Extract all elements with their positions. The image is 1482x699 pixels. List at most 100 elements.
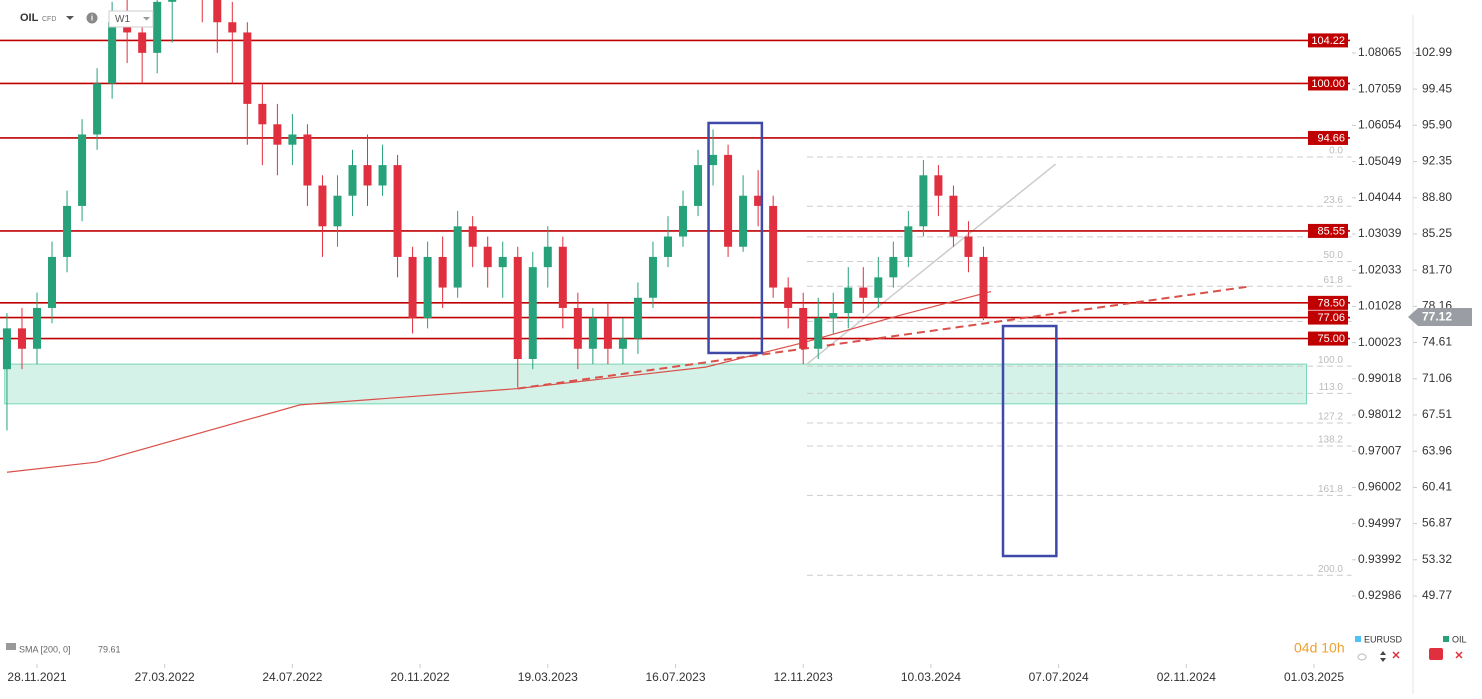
candle-body	[784, 287, 793, 308]
info-glyph: i	[91, 14, 93, 23]
candle-body	[889, 256, 898, 278]
price-level-label: 100.00	[1311, 78, 1345, 90]
y2-tick-label: 0.94997	[1358, 516, 1402, 530]
interval-dropdown	[143, 17, 150, 21]
candle-body	[528, 267, 537, 359]
candle-body	[153, 1, 162, 53]
price-level-badge	[1308, 223, 1348, 238]
interval-select[interactable]	[108, 10, 154, 28]
settings-icon[interactable]	[1429, 648, 1443, 660]
candle-body	[964, 236, 973, 257]
candle-body	[2, 328, 11, 370]
candle-body	[844, 287, 853, 314]
reorder-icon[interactable]	[1380, 651, 1386, 662]
candle-body	[33, 307, 41, 349]
y2-tick-label: 0.92986	[1358, 588, 1402, 602]
y2-tick-label: 1.08065	[1358, 45, 1402, 59]
last-price-badge	[1408, 307, 1472, 326]
visibility-icon[interactable]	[1357, 653, 1367, 661]
y-tick-label: 71.06	[1422, 371, 1452, 385]
candle-body	[408, 256, 417, 319]
y-tick-label: 63.96	[1422, 443, 1452, 457]
candle-body	[483, 246, 492, 268]
y-tick-label: 102.99	[1415, 45, 1452, 59]
candle-body	[258, 103, 267, 125]
y2-tick-label: 1.02033	[1358, 262, 1402, 276]
fib-label: 100.0	[1318, 355, 1343, 366]
candle-body	[588, 318, 597, 349]
y-tick-label: 92.35	[1422, 154, 1452, 168]
candle-body	[348, 165, 357, 196]
symbol[interactable]: OIL	[20, 12, 39, 24]
x-tick-label: 27.03.2022	[135, 670, 195, 684]
fib-label: 113.0	[1319, 382, 1344, 393]
price-level-label: 75.00	[1317, 333, 1345, 345]
y2-tick-label: 1.05049	[1358, 154, 1402, 168]
x-tick-label: 16.07.2023	[645, 670, 705, 684]
candle-body	[904, 226, 913, 257]
fib-label: 161.8	[1318, 484, 1343, 495]
y-tick-label: 74.61	[1422, 335, 1452, 349]
info-icon[interactable]	[86, 12, 98, 24]
candle-body	[168, 0, 177, 2]
x-tick-label: 02.11.2024	[1157, 670, 1216, 684]
y-tick-label: 60.41	[1422, 480, 1452, 494]
price-level-label: 77.06	[1317, 312, 1345, 324]
x-tick-label: 20.11.2022	[391, 670, 450, 684]
candle-body	[288, 134, 297, 145]
fib-label: 0.0	[1329, 146, 1343, 157]
fib-label: 50.0	[1324, 250, 1344, 261]
symbol-dropdown[interactable]	[66, 16, 74, 20]
candle-body	[618, 338, 627, 349]
price-level-label: 78.50	[1317, 297, 1345, 309]
candle-body	[303, 134, 312, 186]
fib-label: 61.8	[1324, 275, 1344, 286]
candle-body	[919, 175, 928, 227]
y-tick-label: 95.90	[1422, 117, 1452, 131]
remove-icon[interactable]	[1392, 651, 1400, 659]
candle-body	[333, 195, 342, 227]
y-tick-label: 81.70	[1422, 262, 1452, 276]
y-tick-label: 56.87	[1422, 516, 1452, 530]
y2-tick-label: 1.04044	[1358, 190, 1402, 204]
x-tick-label: 01.03.2025	[1284, 670, 1344, 684]
candle-body	[949, 195, 958, 237]
candle-body	[93, 83, 102, 135]
candle-body	[739, 195, 748, 247]
price-level-badge	[1308, 310, 1348, 325]
y-tick-label: 99.45	[1422, 81, 1452, 95]
fib-label: 127.2	[1318, 412, 1343, 423]
x-tick-label: 10.03.2024	[901, 670, 961, 684]
remove-icon[interactable]	[1455, 651, 1463, 659]
candle-body	[363, 165, 372, 186]
sma-line	[6, 290, 992, 473]
legend-entry[interactable]: OIL	[1452, 634, 1467, 644]
price-level-badge	[1308, 33, 1348, 48]
price-level-badge	[1308, 331, 1348, 346]
y2-tick-label: 1.06054	[1358, 118, 1402, 132]
y2-tick-label: 1.00023	[1358, 335, 1402, 349]
candle-body	[453, 226, 462, 288]
target-box	[1001, 324, 1058, 558]
candle-body	[754, 195, 763, 206]
symbol-kind: CFD	[42, 16, 56, 23]
candle-body	[228, 22, 237, 33]
candle-body	[829, 313, 838, 319]
last-price: 77.12	[1422, 310, 1452, 324]
legend-entry[interactable]: EURUSD	[1364, 634, 1403, 644]
y-tick-label: 85.25	[1422, 226, 1452, 240]
y2-tick-label: 0.99018	[1358, 371, 1402, 385]
candle-body	[979, 256, 988, 317]
candle-body	[273, 124, 282, 145]
x-tick-label: 24.07.2022	[262, 670, 322, 684]
candle-body	[243, 32, 252, 104]
y2-tick-label: 0.97007	[1358, 443, 1402, 457]
indicator-icon[interactable]	[6, 643, 16, 650]
y2-tick-label: 0.93992	[1358, 552, 1402, 566]
axes: 102.9999.4595.9092.3588.8085.2581.7078.1…	[7, 45, 1472, 684]
candle-body	[859, 287, 868, 298]
y2-tick-label: 0.96002	[1358, 480, 1402, 494]
x-tick-label: 28.11.2021	[7, 670, 66, 684]
candle-body	[709, 154, 718, 166]
